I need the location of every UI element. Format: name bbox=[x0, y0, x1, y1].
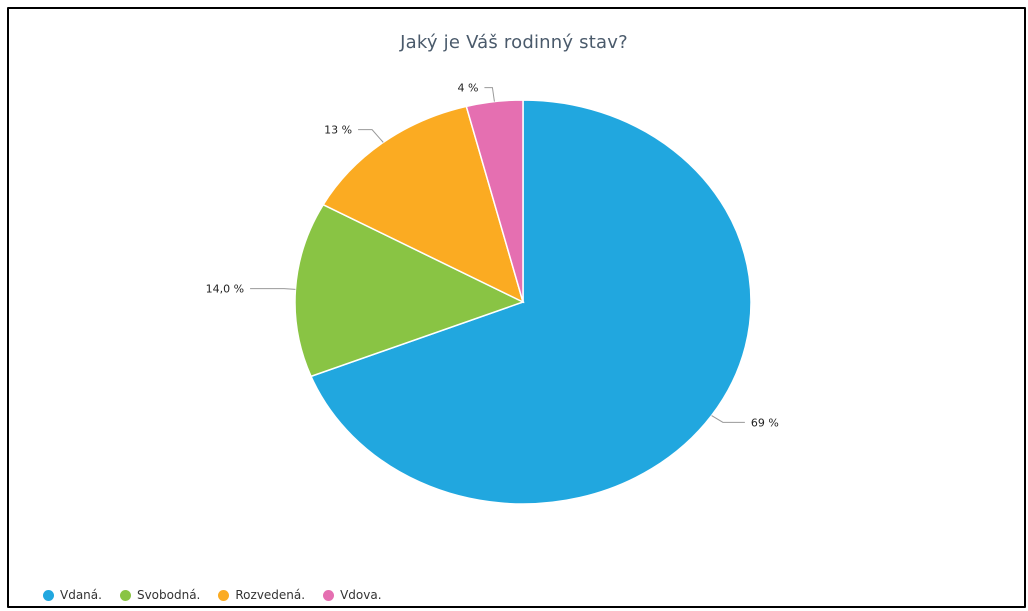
chart-legend: Vdaná. Svobodná. Rozvedená. Vdova. bbox=[43, 588, 400, 602]
chart-title: Jaký je Váš rodinný stav? bbox=[400, 32, 628, 53]
pie-leader-lines bbox=[250, 87, 745, 423]
data-label-2: 14,0 % bbox=[206, 283, 244, 296]
data-label-1: 69 % bbox=[751, 416, 779, 429]
leader-line-3 bbox=[358, 129, 384, 143]
leader-line-2 bbox=[250, 288, 296, 290]
pie-data-labels: 69 % 14,0 % 13 % 4 % bbox=[206, 82, 779, 430]
legend-swatch bbox=[218, 589, 230, 601]
legend-item-3[interactable]: Rozvedená. bbox=[218, 588, 305, 602]
leader-line-1 bbox=[711, 415, 745, 423]
legend-item-1[interactable]: Vdaná. bbox=[43, 588, 102, 602]
data-label-4: 4 % bbox=[457, 82, 478, 95]
legend-label: Rozvedená. bbox=[235, 588, 306, 602]
legend-label: Svobodná. bbox=[136, 588, 201, 602]
legend-item-2[interactable]: Svobodná. bbox=[119, 588, 201, 602]
pie-slice-3[interactable] bbox=[322, 105, 525, 304]
pie-slice-2[interactable] bbox=[294, 203, 525, 378]
data-label-3: 13 % bbox=[324, 124, 352, 137]
legend-swatch bbox=[119, 589, 131, 601]
pie-slices bbox=[294, 99, 752, 505]
legend-swatch bbox=[323, 589, 335, 601]
legend-swatch bbox=[43, 589, 54, 601]
legend-label: Vdova. bbox=[340, 588, 382, 602]
leader-line-4 bbox=[484, 87, 495, 102]
legend-label: Vdaná. bbox=[60, 588, 102, 602]
pie-slice-1[interactable] bbox=[309, 99, 752, 505]
pie-slice-4[interactable] bbox=[465, 99, 524, 303]
legend-item-4[interactable]: Vdova. bbox=[323, 588, 382, 602]
